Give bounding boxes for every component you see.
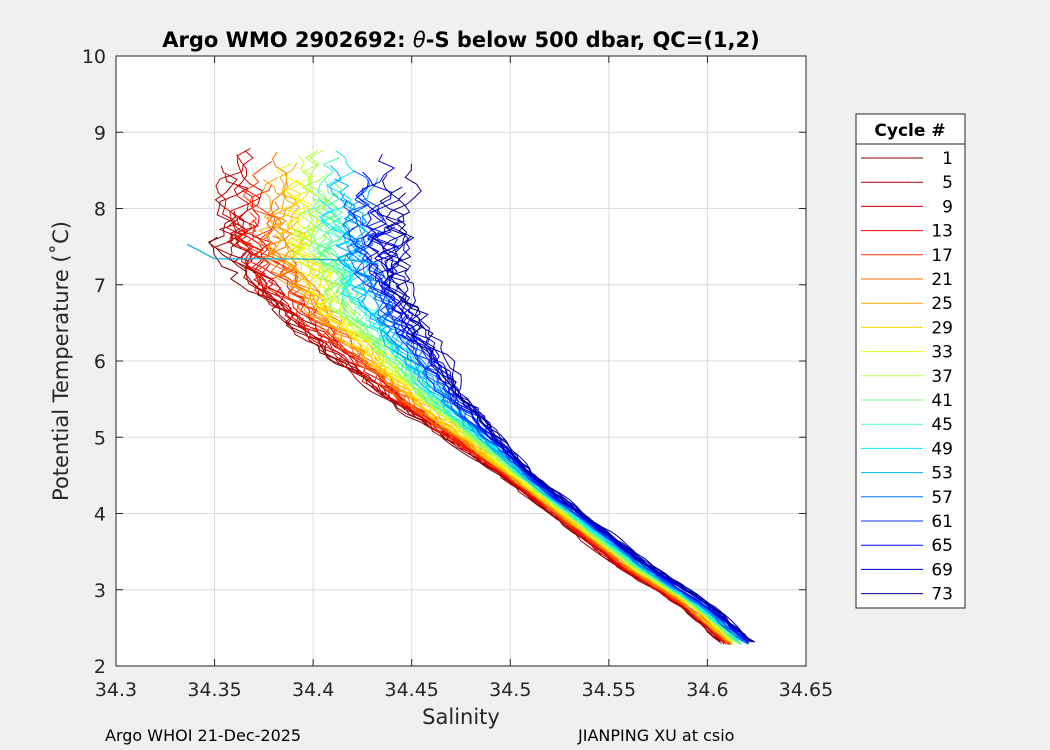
y-axis-label: Potential Temperature (˚C): [49, 221, 73, 501]
x-tick-label: 34.3: [95, 679, 137, 701]
profile-trace-cycle-11: [229, 184, 729, 644]
y-tick-label: 7: [94, 275, 106, 297]
legend-entry-label: 9: [942, 197, 953, 217]
y-tick-label: 8: [94, 199, 106, 221]
legend-entry-label: 5: [942, 173, 953, 193]
profile-trace-cycle-61: [354, 187, 744, 641]
y-tick-label: 4: [94, 504, 106, 526]
legend-entry-label: 29: [931, 318, 953, 338]
legend-entry-label: 65: [931, 536, 953, 556]
legend-entry-label: 69: [931, 560, 953, 580]
axis-ticks: 34.3 34.35 34.4 34.45 34.5 34.55 34.6 34.65 2 3 4 5…: [82, 46, 833, 701]
x-tick-label: 34.45: [385, 679, 439, 701]
legend-entry-label: 61: [931, 512, 953, 532]
x-tick-label: 34.65: [779, 679, 833, 701]
profile-trace-cycle-72: [385, 163, 750, 642]
y-tick-label: 2: [94, 656, 106, 678]
legend-entry-label: 25: [931, 294, 953, 314]
profile-trace-cycle-67: [368, 229, 751, 642]
y-tick-label: 10: [82, 46, 106, 68]
legend-entry-label: 13: [931, 222, 953, 242]
footer-right: JIANPING XU at csio: [577, 726, 734, 745]
outlier-trace: [186, 243, 379, 264]
legend-entry-label: 33: [931, 343, 953, 363]
chart-title: Argo WMO 2902692: θ-S below 500 dbar, QC…: [162, 28, 759, 52]
x-tick-label: 34.35: [187, 679, 241, 701]
profile-trace-cycle-73: [388, 192, 752, 642]
legend-entry-label: 41: [931, 391, 953, 411]
y-tick-label: 6: [94, 351, 106, 373]
legend-entry-label: 73: [931, 585, 953, 605]
profile-trace-cycle-10: [229, 154, 725, 645]
x-tick-label: 34.5: [489, 679, 531, 701]
legend-entry-label: 45: [931, 415, 953, 435]
y-tick-label: 9: [94, 122, 106, 144]
profile-trace-cycle-35: [291, 187, 734, 641]
profile-trace-cycle-23: [258, 176, 732, 643]
legend: Cycle # 1 5 9 13 17 21 25 29 33 37 41 45 49 53 57 61 65 6…: [855, 113, 966, 609]
legend-entry-label: 17: [931, 246, 953, 266]
x-axis-label: Salinity: [422, 705, 500, 729]
legend-box: [855, 113, 966, 609]
y-tick-label: 3: [94, 580, 106, 602]
profile-trace-cycle-71: [379, 174, 751, 643]
legend-entry-label: 21: [931, 270, 953, 290]
profile-traces: [186, 147, 756, 645]
legend-entry-label: 53: [931, 464, 953, 484]
y-tick-label: 5: [94, 427, 106, 449]
legend-title: Cycle #: [874, 121, 945, 141]
x-tick-label: 34.55: [582, 679, 636, 701]
x-tick-label: 34.4: [292, 679, 334, 701]
footer-left: Argo WHOI 21-Dec-2025: [105, 726, 301, 745]
legend-entry-label: 49: [931, 439, 953, 459]
x-tick-label: 34.6: [686, 679, 728, 701]
legend-entry-label: 37: [931, 367, 953, 387]
legend-entry-label: 57: [931, 488, 953, 508]
legend-entry-label: 1: [942, 149, 953, 169]
